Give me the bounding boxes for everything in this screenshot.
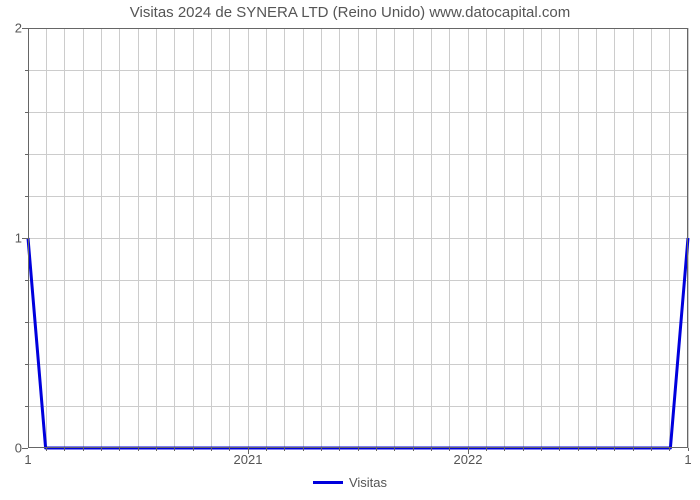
x-tick-minor (156, 448, 157, 451)
x-tick-minor (504, 448, 505, 451)
y-tick-minor (25, 112, 28, 113)
x-tick-minor (394, 448, 395, 451)
x-tick-minor (578, 448, 579, 451)
x-tick-minor (101, 448, 102, 451)
x-tick-minor (339, 448, 340, 451)
x-end-label: 1 (684, 448, 691, 467)
x-tick-minor (119, 448, 120, 451)
chart-title: Visitas 2024 de SYNERA LTD (Reino Unido)… (0, 4, 700, 21)
x-tick-minor (541, 448, 542, 451)
x-tick-minor (559, 448, 560, 451)
chart-container: Visitas 2024 de SYNERA LTD (Reino Unido)… (0, 0, 700, 500)
series-line (28, 238, 688, 448)
y-tick-minor (25, 154, 28, 155)
x-tick-minor (431, 448, 432, 451)
x-tick-minor (303, 448, 304, 451)
x-tick-minor (193, 448, 194, 451)
y-tick-minor (25, 70, 28, 71)
x-tick-minor (284, 448, 285, 451)
legend-label: Visitas (349, 475, 387, 490)
y-tick-label: 1 (15, 231, 28, 246)
y-tick-minor (25, 322, 28, 323)
x-tick-minor (229, 448, 230, 451)
x-tick-minor (413, 448, 414, 451)
plot-area: 2021202211012 (28, 28, 688, 448)
y-tick-minor (25, 364, 28, 365)
x-tick-minor (633, 448, 634, 451)
x-tick-minor (321, 448, 322, 451)
x-tick-minor (523, 448, 524, 451)
x-tick-minor (449, 448, 450, 451)
x-tick-minor (486, 448, 487, 451)
x-tick-minor (651, 448, 652, 451)
x-tick-minor (614, 448, 615, 451)
y-tick-minor (25, 406, 28, 407)
x-tick-minor (64, 448, 65, 451)
x-tick-minor (596, 448, 597, 451)
x-tick-minor (83, 448, 84, 451)
legend: Visitas (0, 474, 700, 490)
x-tick-label: 2022 (454, 448, 483, 467)
x-tick-minor (669, 448, 670, 451)
x-tick-minor (211, 448, 212, 451)
y-tick-label: 0 (15, 441, 28, 456)
x-tick-minor (46, 448, 47, 451)
line-series-svg (28, 28, 688, 448)
x-tick-minor (266, 448, 267, 451)
x-tick-minor (358, 448, 359, 451)
y-tick-label: 2 (15, 21, 28, 36)
x-tick-minor (138, 448, 139, 451)
y-tick-minor (25, 196, 28, 197)
legend-swatch (313, 481, 343, 484)
x-tick-minor (376, 448, 377, 451)
y-tick-minor (25, 280, 28, 281)
x-tick-label: 2021 (234, 448, 263, 467)
x-tick-minor (174, 448, 175, 451)
